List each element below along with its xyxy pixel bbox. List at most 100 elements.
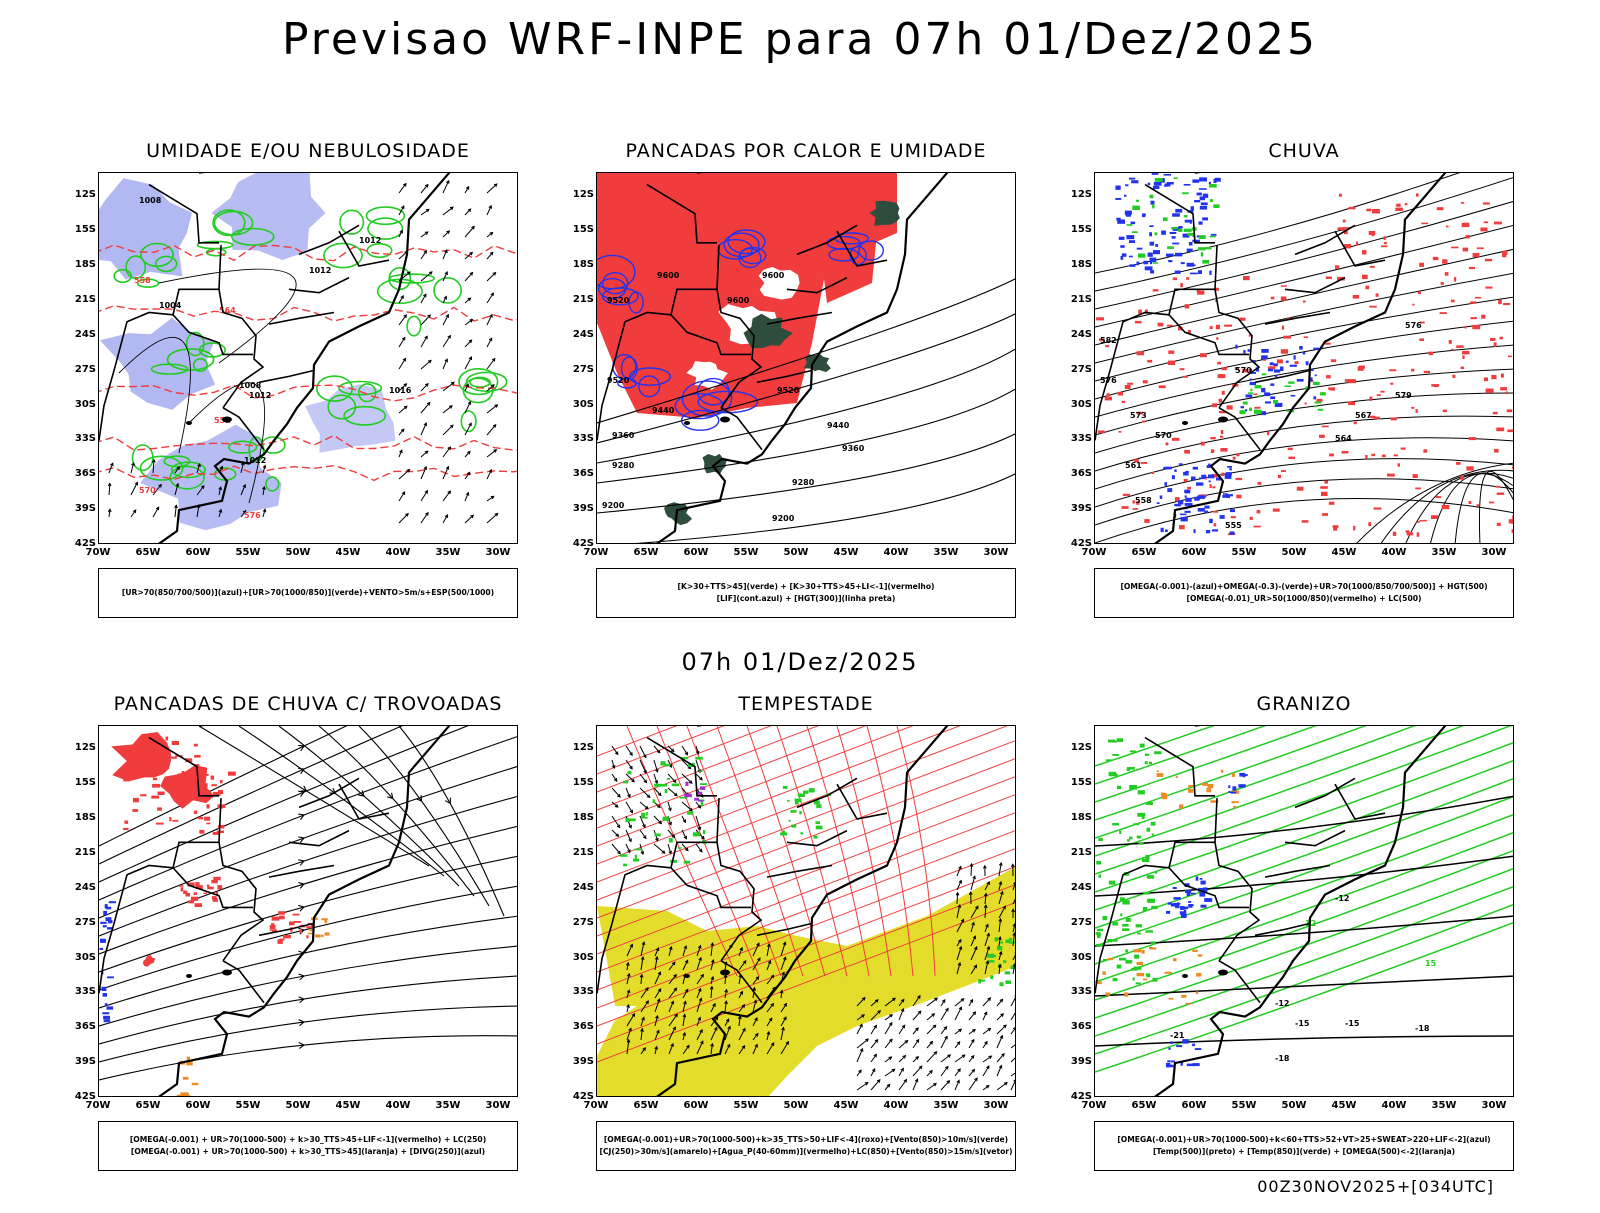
rain-red bbox=[1460, 475, 1463, 479]
rain-red bbox=[1123, 494, 1130, 496]
omega-orange bbox=[1157, 770, 1159, 772]
wind-vector bbox=[612, 788, 620, 797]
wind-vector bbox=[465, 423, 471, 435]
thunder-red bbox=[306, 926, 311, 928]
rain-red bbox=[1273, 509, 1280, 512]
temp850-noise bbox=[1097, 935, 1100, 938]
rain-red bbox=[1319, 435, 1325, 438]
thunder-red bbox=[141, 745, 143, 748]
thunder-red bbox=[300, 929, 303, 933]
rain-blue bbox=[1185, 511, 1191, 513]
rain-green bbox=[1174, 177, 1178, 179]
rain-blue bbox=[1314, 396, 1317, 399]
lat-tick-label: 12S bbox=[568, 189, 594, 200]
rain-red bbox=[1466, 235, 1470, 238]
border-line bbox=[837, 784, 887, 819]
rain-blue bbox=[1119, 237, 1125, 240]
rain-red bbox=[1462, 355, 1464, 359]
rain-blue bbox=[1248, 349, 1250, 352]
border-line bbox=[1169, 289, 1249, 354]
temp850-noise bbox=[1145, 761, 1148, 764]
rain-red bbox=[1454, 277, 1456, 282]
lon-tick-label: 55W bbox=[731, 547, 761, 558]
rain-red bbox=[1281, 349, 1288, 354]
wind-vector bbox=[640, 802, 648, 809]
lat-tick-label: 18S bbox=[1066, 812, 1092, 823]
hail-blue bbox=[1238, 784, 1245, 787]
rain-blue bbox=[1261, 349, 1268, 353]
omega-orange bbox=[1232, 801, 1239, 803]
rain-red bbox=[1417, 521, 1420, 523]
rain-red bbox=[1463, 248, 1469, 252]
contour-label: 15 bbox=[1425, 959, 1437, 968]
rain-red bbox=[1380, 391, 1384, 393]
rain-red bbox=[1219, 399, 1223, 403]
contour-label: 9360 bbox=[612, 431, 635, 440]
rain-blue bbox=[1184, 184, 1191, 186]
wind-vector bbox=[899, 1056, 906, 1062]
contour-label: 9600 bbox=[762, 271, 785, 280]
map-svg: 1008101210121004100810121016101257657056… bbox=[99, 173, 518, 544]
wind-vector bbox=[871, 1080, 880, 1090]
rain-red bbox=[1387, 474, 1395, 477]
rain-red bbox=[1343, 220, 1346, 223]
contour-label: 1004 bbox=[159, 301, 182, 310]
lon-tick-label: 50W bbox=[1279, 547, 1309, 558]
strong-wind-green bbox=[655, 834, 661, 837]
omega-orange bbox=[1105, 993, 1110, 996]
lake bbox=[684, 974, 690, 978]
rain-blue bbox=[1129, 256, 1133, 258]
rain-blue bbox=[1167, 182, 1174, 185]
rain-red bbox=[1210, 437, 1215, 439]
lon-tick-label: 70W bbox=[83, 547, 113, 558]
wind-vector bbox=[1011, 1070, 1016, 1076]
lat-tick-label: 30S bbox=[1066, 952, 1092, 963]
lat-tick-label: 15S bbox=[1066, 777, 1092, 788]
contour-label: 582 bbox=[1100, 336, 1117, 345]
legend-line: [CJ(250)>30m/s](amarelo)+[Agua_P(40-60mm… bbox=[597, 1146, 1015, 1158]
thunder-red bbox=[204, 817, 210, 821]
temp850-noise bbox=[1133, 977, 1135, 980]
rain-red bbox=[1326, 277, 1332, 280]
hail-blue bbox=[1201, 905, 1207, 908]
strong-wind-green bbox=[663, 817, 669, 821]
thunder-red bbox=[123, 828, 129, 830]
wind-vector bbox=[1011, 1053, 1016, 1062]
temp850-noise bbox=[1147, 875, 1154, 879]
rain-red bbox=[1220, 448, 1227, 452]
temp850-noise bbox=[1117, 738, 1123, 742]
thunder-red bbox=[178, 780, 185, 783]
thunder-red bbox=[278, 939, 283, 944]
rain-red bbox=[1394, 454, 1398, 456]
thunder-red bbox=[142, 746, 148, 750]
panel-legend: [OMEGA(-0.001)+UR>70(1000-500)+k>35_TTS>… bbox=[596, 1121, 1016, 1171]
rain-red bbox=[1508, 356, 1512, 358]
lon-tick-label: 55W bbox=[233, 1100, 263, 1111]
rain-blue bbox=[1299, 346, 1303, 350]
rain-red bbox=[1283, 336, 1291, 339]
temp850-noise bbox=[1122, 900, 1129, 904]
rain-blue bbox=[1115, 186, 1120, 190]
temp850-noise bbox=[1149, 762, 1152, 764]
wind-vector bbox=[857, 1083, 868, 1090]
rain-red bbox=[1222, 391, 1225, 395]
rain-red bbox=[1142, 421, 1145, 423]
temp850-noise bbox=[1117, 965, 1122, 969]
rain-red bbox=[1152, 472, 1154, 474]
rain-green bbox=[1178, 229, 1182, 232]
rain-red bbox=[1490, 338, 1496, 341]
lat-tick-label: 39S bbox=[568, 503, 594, 514]
rain-green bbox=[1210, 199, 1213, 202]
lon-tick-label: 40W bbox=[881, 547, 911, 558]
hail-blue bbox=[1170, 1041, 1173, 1044]
rain-blue bbox=[1144, 261, 1149, 265]
divergence-blue bbox=[107, 976, 114, 978]
rain-green bbox=[1315, 405, 1318, 407]
omega-orange bbox=[1206, 788, 1211, 792]
strong-wind-green bbox=[669, 838, 673, 842]
rain-red bbox=[1398, 463, 1400, 466]
contour-label: 9200 bbox=[602, 501, 625, 510]
wind-vector bbox=[399, 514, 408, 523]
lon-tick-label: 45W bbox=[333, 547, 363, 558]
temp850-noise bbox=[1126, 918, 1131, 922]
